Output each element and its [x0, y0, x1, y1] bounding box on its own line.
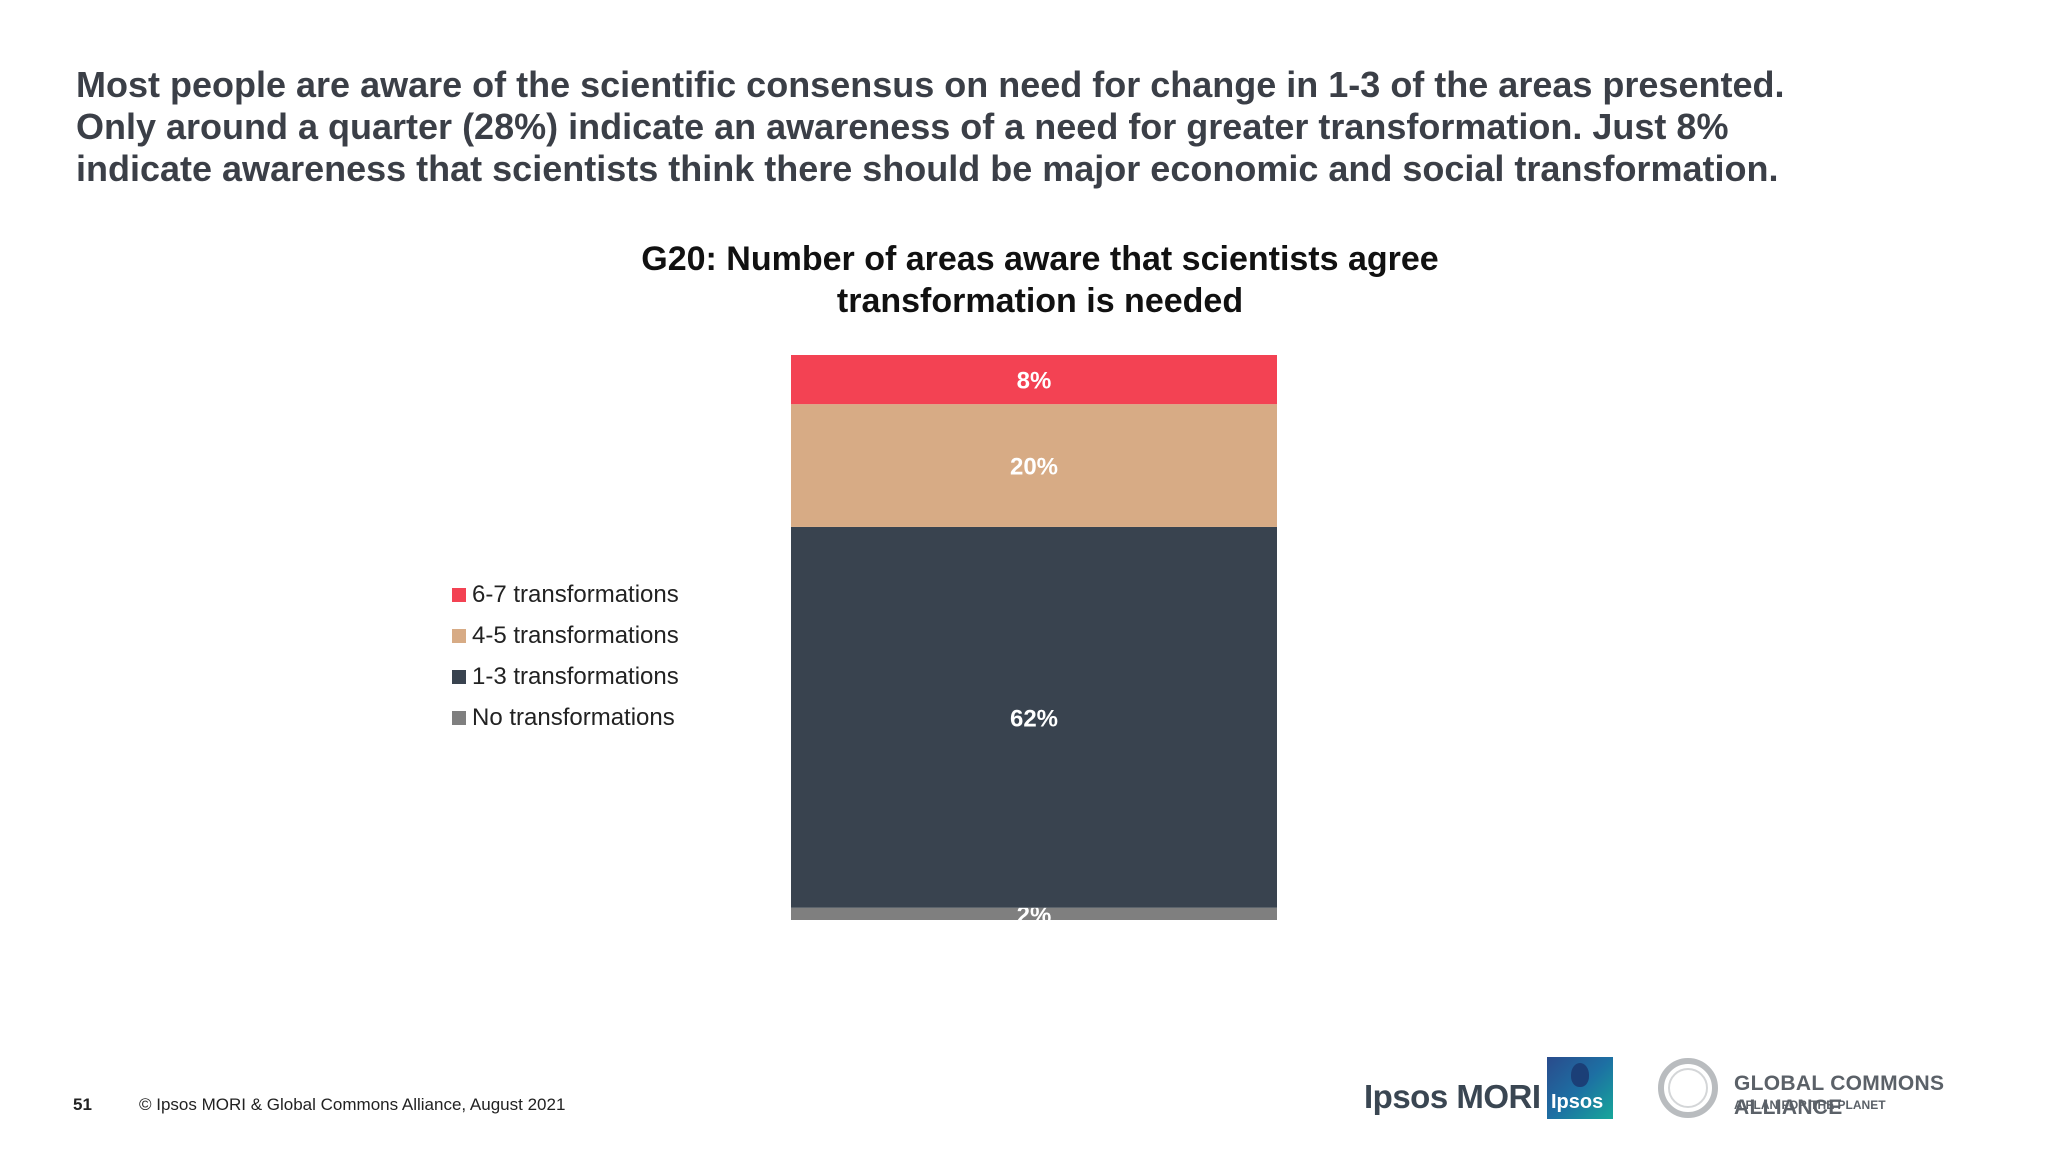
legend-label: 1-3 transformations	[472, 662, 679, 690]
data-label-1-3-transformations: 62%	[1010, 705, 1058, 732]
legend-item: No transformations	[452, 697, 679, 738]
chart-legend: 6-7 transformations 4-5 transformations 1-…	[452, 574, 679, 738]
page-number: 51	[73, 1095, 92, 1114]
copyright-notice: © Ipsos MORI & Global Commons Alliance, …	[139, 1095, 566, 1114]
data-label-6-7-transformations: 8%	[1017, 368, 1052, 395]
ipsos-mori-logo: Ipsos MORI	[1364, 1078, 1541, 1115]
bar-segment-4-5-transformations	[791, 404, 1277, 527]
legend-swatch	[452, 710, 466, 725]
legend-swatch	[452, 587, 466, 602]
legend-item: 1-3 transformations	[452, 656, 679, 697]
gca-logo-name: GLOBAL COMMONS ALLIANCE	[1734, 1072, 1945, 1119]
legend-item: 4-5 transformations	[452, 615, 679, 656]
headline-line-1: Most people are aware of the scientific …	[76, 64, 1785, 105]
headline-line-2: Only around a quarter (28%) indicate an …	[76, 106, 1729, 147]
ipsos-drop-icon	[1571, 1063, 1589, 1087]
slide-headline: Most people are aware of the scientific …	[76, 64, 2016, 190]
legend-item: 6-7 transformations	[452, 574, 679, 615]
legend-swatch	[452, 669, 466, 684]
ipsos-logo: Ipsos	[1547, 1057, 1613, 1119]
gca-ring-inner-icon	[1668, 1068, 1708, 1108]
chart-title-line-1: G20: Number of areas aware that scientis…	[641, 240, 1439, 278]
legend-label: No transformations	[472, 703, 675, 731]
legend-label: 4-5 transformations	[472, 621, 679, 649]
data-label-4-5-transformations: 20%	[1010, 454, 1058, 481]
ipsos-logo-text: Ipsos	[1551, 1091, 1604, 1113]
chart-title-line-2: transformation is needed	[836, 282, 1244, 320]
bar-segment-6-7-transformations	[791, 355, 1277, 405]
gca-ring-icon	[1658, 1058, 1718, 1118]
bar-segment-no-transformations	[791, 907, 1277, 920]
chart-title: G20: Number of areas aware that scientis…	[560, 238, 1520, 322]
bar-segment-1-3-transformations	[791, 526, 1277, 908]
legend-swatch	[452, 628, 466, 643]
headline-line-3: indicate awareness that scientists think…	[76, 148, 1779, 189]
gca-logo-tagline: A PLAN FOR THE PLANET	[1734, 1098, 1886, 1112]
legend-label: 6-7 transformations	[472, 580, 679, 608]
